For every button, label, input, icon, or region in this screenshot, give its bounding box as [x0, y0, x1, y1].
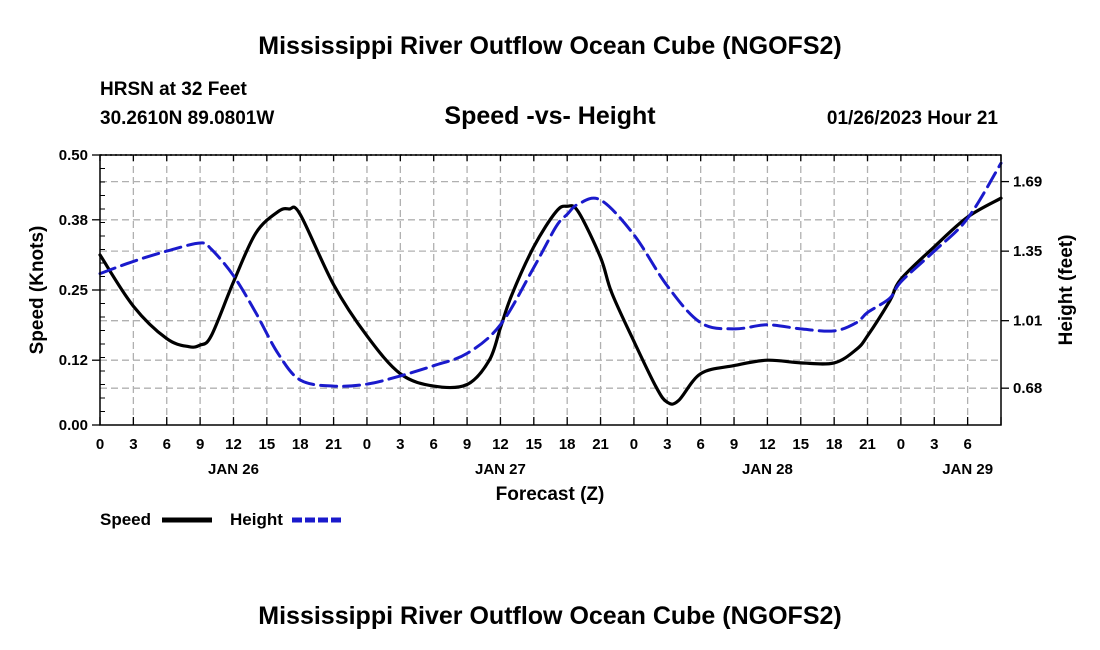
chart-subtitle: Speed -vs- Height	[444, 102, 656, 130]
y-tick-label: 0.25	[59, 282, 88, 299]
x-tick-label: 9	[730, 436, 738, 453]
x-tick-label: 0	[897, 436, 905, 453]
legend-speed-label: Speed	[100, 510, 151, 529]
x-tick-label: 3	[663, 436, 671, 453]
x-tick-label: 0	[363, 436, 371, 453]
series-line-height	[98, 161, 1003, 388]
x-tick-label: 12	[492, 436, 509, 453]
x-tick-label: 15	[792, 436, 809, 453]
series-line-speed	[98, 196, 1003, 406]
x-tick-label: 6	[430, 436, 438, 453]
x-tick-label: 12	[759, 436, 776, 453]
x-tick-label: 21	[325, 436, 342, 453]
x-tick-label: 18	[292, 436, 309, 453]
x-tick-label: 18	[826, 436, 843, 453]
x-tick-label: 3	[930, 436, 938, 453]
x-tick-label: 15	[525, 436, 542, 453]
date-label: JAN 26	[208, 461, 259, 478]
date-label: JAN 29	[942, 461, 993, 478]
legend: Speed Height	[100, 510, 342, 529]
x-tick-label: 6	[696, 436, 704, 453]
station-location: 30.2610N 89.0801W	[100, 108, 274, 129]
grid	[100, 154, 1001, 425]
y-axis-label: Speed (Knots)	[27, 226, 48, 355]
date-label: JAN 28	[742, 461, 793, 478]
x-tick-label: 9	[196, 436, 204, 453]
y2-tick-label: 0.68	[1013, 380, 1042, 397]
x-axis-label: Forecast (Z)	[496, 484, 605, 505]
x-tick-label: 18	[559, 436, 576, 453]
y2-tick-label: 1.01	[1013, 313, 1042, 330]
y-tick-label: 0.12	[59, 352, 88, 369]
x-tick-label: 0	[96, 436, 104, 453]
x-tick-label: 0	[630, 436, 638, 453]
y-tick-label: 0.50	[59, 147, 88, 164]
legend-height-label: Height	[230, 510, 283, 529]
plot-frame	[99, 154, 1002, 426]
x-tick-label: 21	[859, 436, 876, 453]
x-tick-label: 12	[225, 436, 242, 453]
date-label: JAN 27	[475, 461, 526, 478]
y-tick-label: 0.38	[59, 212, 88, 229]
footer-title: Mississippi River Outflow Ocean Cube (NG…	[258, 602, 841, 630]
x-tick-label: 9	[463, 436, 471, 453]
x-tick-label: 21	[592, 436, 609, 453]
x-tick-label: 3	[396, 436, 404, 453]
series-group	[98, 161, 1003, 406]
chart-title: Mississippi River Outflow Ocean Cube (NG…	[258, 32, 841, 60]
y2-tick-label: 1.69	[1013, 174, 1042, 191]
axis-ticks: 0 3 6 9 12 15 18 21 0 3 6 9 12 15 18 21 0 3 6 9 12 15 18 21 0 3 6 J…	[59, 147, 1042, 478]
y2-axis-label: Height (feet)	[1056, 235, 1077, 346]
station-name: HRSN at 32 Feet	[100, 79, 247, 100]
y2-tick-label: 1.35	[1013, 243, 1042, 260]
x-tick-label: 3	[129, 436, 137, 453]
y-tick-label: 0.00	[59, 417, 88, 434]
x-tick-label: 15	[259, 436, 276, 453]
x-tick-label: 6	[963, 436, 971, 453]
x-tick-label: 6	[163, 436, 171, 453]
forecast-datetime: 01/26/2023 Hour 21	[827, 108, 999, 129]
